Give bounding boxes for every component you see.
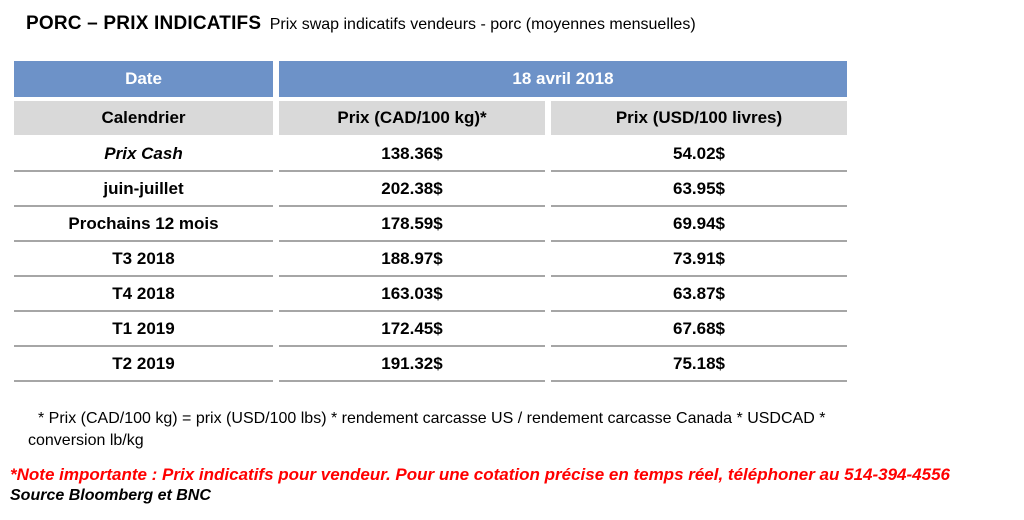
important-note: *Note importante : Prix indicatifs pour …: [10, 465, 950, 485]
price-cad: 191.32$: [279, 347, 545, 382]
price-cad: 202.38$: [279, 172, 545, 207]
price-usd: 69.94$: [551, 207, 847, 242]
row-label: T1 2019: [14, 312, 273, 347]
price-cad: 178.59$: [279, 207, 545, 242]
table-row: juin-juillet 202.38$ 63.95$: [14, 172, 847, 207]
table-row: T2 2019 191.32$ 75.18$: [14, 347, 847, 382]
price-usd: 63.95$: [551, 172, 847, 207]
page-title: PORC – PRIX INDICATIFS Prix swap indicat…: [26, 13, 1024, 35]
price-cad: 138.36$: [279, 137, 545, 172]
row-label: juin-juillet: [14, 172, 273, 207]
row-label: T4 2018: [14, 277, 273, 312]
price-usd: 63.87$: [551, 277, 847, 312]
table-row: T1 2019 172.45$ 67.68$: [14, 312, 847, 347]
table-header-columns-row: Calendrier Prix (CAD/100 kg)* Prix (USD/…: [14, 101, 847, 135]
price-usd: 54.02$: [551, 137, 847, 172]
price-table: Date 18 avril 2018 Calendrier Prix (CAD/…: [14, 61, 847, 382]
price-usd: 67.68$: [551, 312, 847, 347]
column-header-prix-usd: Prix (USD/100 livres): [551, 101, 847, 135]
table-row: T4 2018 163.03$ 63.87$: [14, 277, 847, 312]
price-cad: 163.03$: [279, 277, 545, 312]
header-date-value: 18 avril 2018: [279, 61, 847, 97]
column-header-prix-cad: Prix (CAD/100 kg)*: [279, 101, 545, 135]
price-cad: 172.45$: [279, 312, 545, 347]
table-header-date-row: Date 18 avril 2018: [14, 61, 847, 97]
price-usd: 75.18$: [551, 347, 847, 382]
row-label: Prochains 12 mois: [14, 207, 273, 242]
row-label: T2 2019: [14, 347, 273, 382]
price-cad: 188.97$: [279, 242, 545, 277]
table-row: T3 2018 188.97$ 73.91$: [14, 242, 847, 277]
formula-footnote: * Prix (CAD/100 kg) = prix (USD/100 lbs)…: [28, 410, 826, 449]
row-label: Prix Cash: [14, 137, 273, 172]
row-label: T3 2018: [14, 242, 273, 277]
table-row: Prix Cash 138.36$ 54.02$: [14, 137, 847, 172]
page: PORC – PRIX INDICATIFS Prix swap indicat…: [0, 13, 1024, 520]
title-subtitle: Prix swap indicatifs vendeurs - porc (mo…: [269, 16, 696, 33]
title-main: PORC – PRIX INDICATIFS: [26, 13, 262, 34]
source-line: Source Bloomberg et BNC: [10, 487, 211, 505]
price-usd: 73.91$: [551, 242, 847, 277]
header-date-label: Date: [14, 61, 273, 97]
table-row: Prochains 12 mois 178.59$ 69.94$: [14, 207, 847, 242]
table-body: Prix Cash 138.36$ 54.02$ juin-juillet 20…: [14, 137, 847, 382]
column-header-calendrier: Calendrier: [14, 101, 273, 135]
